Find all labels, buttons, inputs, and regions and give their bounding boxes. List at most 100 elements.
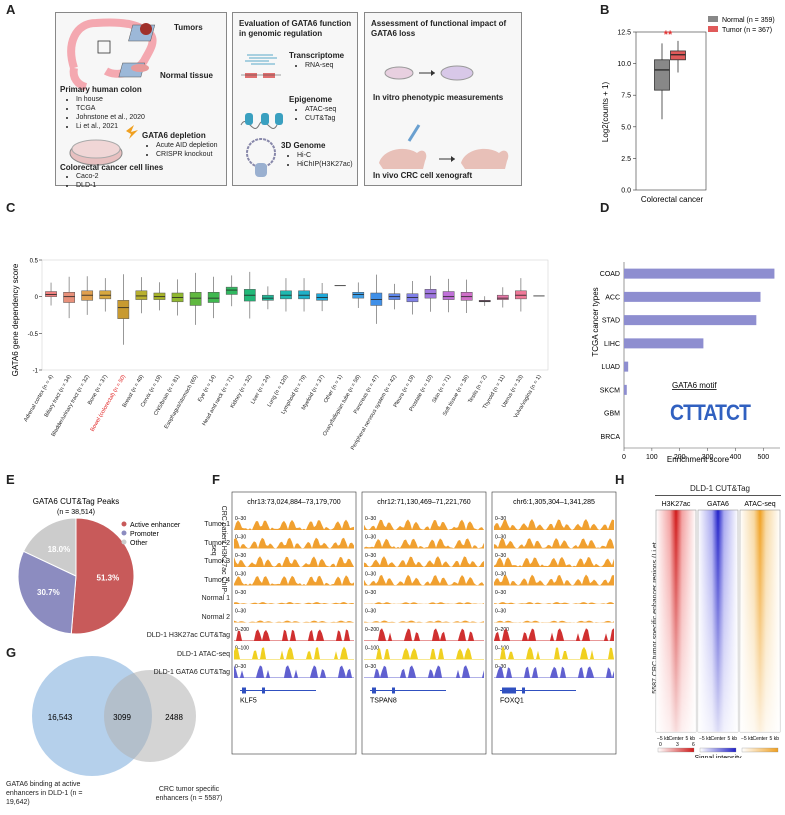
track-range: 0–30	[495, 535, 506, 541]
box-25	[496, 294, 509, 300]
list-item: RNA-seq	[305, 61, 333, 70]
track-range: 0–100	[235, 646, 249, 652]
list-item: Li et al., 2021	[76, 122, 145, 131]
venn-right-label: CRC tumor specific enhancers (n = 5587)	[155, 786, 223, 802]
pie-slice-label: 30.7%	[37, 588, 60, 597]
category-label: GBM	[604, 411, 620, 418]
legend-tick: 3	[676, 742, 679, 748]
x-tick-label: 5 kb	[686, 736, 696, 742]
box-10	[225, 286, 238, 295]
y-tick-label: 5.0	[621, 124, 631, 131]
chart-b-xlabel: Colorectal cancer	[641, 195, 704, 204]
legend-normal: Normal (n = 359)	[722, 17, 775, 24]
y-tick-label: 7.5	[621, 93, 631, 100]
category-label: BRCA	[601, 434, 621, 441]
pie-slice-1	[17, 550, 77, 635]
signal-track	[364, 602, 484, 604]
legend-dot	[121, 521, 127, 527]
signal-track	[234, 575, 354, 586]
chart-b-frame	[635, 31, 707, 191]
signal-track	[494, 519, 614, 530]
track-range: 0–30	[495, 572, 506, 578]
track-range: 0–30	[235, 572, 246, 578]
primary-colon-list: In house TCGA Johnstone et al., 2020 Li …	[64, 95, 145, 131]
signal-track	[364, 628, 484, 641]
legend-label: Other	[130, 540, 148, 547]
category-label: Skin (n = 71)	[431, 374, 452, 404]
chart-e-subtitle: (n = 38,514)	[57, 509, 95, 516]
panel-a-box-functional: Assessment of functional impact of GATA6…	[364, 12, 522, 186]
venn-left-value: 16,543	[48, 713, 73, 722]
legend-swatch-normal	[708, 16, 718, 22]
x-tick-label: 400	[730, 454, 742, 461]
pie-slice-label: 18.0%	[48, 545, 71, 554]
cell-lines-list: Caco-2 DLD-1	[64, 172, 99, 190]
track-range: 0–30	[235, 535, 246, 541]
category-label: Esophagus/stomach (65)	[164, 374, 200, 430]
motif-label: GATA6 motif	[672, 381, 717, 390]
list-item: CRISPR knockout	[156, 150, 218, 159]
chart-e-title: GATA6 CUT&Tag Peaks	[33, 497, 119, 506]
chart-b: 0.0 2.5 5.0 7.5 10.0 12.5 Log2(counts + 1) Co…	[601, 16, 775, 204]
signal-track	[364, 620, 484, 623]
functional-illustrations	[379, 65, 509, 169]
signal-track	[494, 574, 614, 586]
signal-track	[364, 538, 484, 549]
depletion-list: Acute AID depletion CRISPR knockout	[144, 141, 218, 159]
chart-b-ylabel: Log2(counts + 1)	[601, 82, 610, 143]
gene-exon	[392, 687, 395, 694]
signal-track	[494, 620, 614, 623]
track-range: 0–30	[235, 553, 246, 559]
bar-skcm	[624, 384, 627, 395]
track-name: DLD-1 H3K27ac CUT&Tag	[146, 632, 230, 639]
list-item: CUT&Tag	[305, 114, 336, 123]
list-item: Johnstone et al., 2020	[76, 113, 145, 122]
box-1	[670, 50, 686, 61]
panel-label-b: B	[600, 2, 610, 17]
legend-dot	[121, 530, 127, 536]
signal-track	[234, 602, 354, 604]
legend-bar-0	[657, 747, 695, 753]
transcriptome-label: Transcriptome	[289, 51, 345, 60]
pie-slice-2	[22, 517, 77, 577]
signal-track	[494, 628, 614, 641]
epigenome-label: Epigenome	[289, 95, 333, 104]
gene-name: KLF5	[240, 698, 257, 705]
y-tick-label: -1	[33, 369, 39, 375]
track-range: 0–30	[365, 572, 376, 578]
x-tick-label: 300	[702, 454, 714, 461]
chart-e: GATA6 CUT&Tag Peaks (n = 38,514) 51.3% 30…	[17, 497, 181, 635]
x-tick-label: 100	[646, 454, 658, 461]
list-item: Hi-C	[297, 151, 353, 160]
legend-dot	[121, 539, 127, 545]
track-range: 0–30	[365, 590, 376, 596]
x-tick-label: Center	[752, 736, 767, 742]
heatmap-title: DLD-1 CUT&Tag	[689, 484, 750, 493]
panel-label-h: H	[615, 472, 625, 487]
panel-label-d: D	[600, 200, 610, 215]
category-label: Bowel (colorectal) (n = 50)	[90, 374, 127, 433]
legend-bar-1	[699, 747, 737, 753]
track-name: Tumor 4	[204, 576, 230, 584]
list-item: Acute AID depletion	[156, 141, 218, 150]
list-item: ATAC-seq	[305, 105, 336, 114]
venn-right-circle	[104, 670, 196, 762]
category-label: STAD	[602, 318, 620, 325]
x-tick-label: −5 kb	[741, 736, 754, 742]
heatmap-column-label: H3K27ac	[662, 501, 691, 508]
signal-track	[234, 646, 354, 660]
region-coordinate: chr13:73,024,884–73,179,700	[247, 499, 341, 506]
panel-label-c: C	[6, 200, 16, 215]
box-1	[63, 292, 75, 303]
signal-track	[364, 665, 484, 678]
genome3d-list: Hi-C HiChIP(H3K27ac)	[285, 151, 353, 169]
signal-track	[364, 574, 484, 586]
heatmap-fade	[656, 510, 696, 732]
y-tick-label: 0.5	[30, 259, 39, 265]
venn-right-value: 2488	[165, 713, 183, 722]
genome-tracks: chr13:73,024,884–73,179,700 0–30 0–30 0–30 0…	[231, 491, 617, 755]
normal-tissue-label: Normal tissue	[160, 71, 213, 80]
heatmap-fade	[740, 510, 780, 732]
gene-exon	[522, 687, 525, 694]
track-name: Tumor 3	[204, 558, 230, 565]
